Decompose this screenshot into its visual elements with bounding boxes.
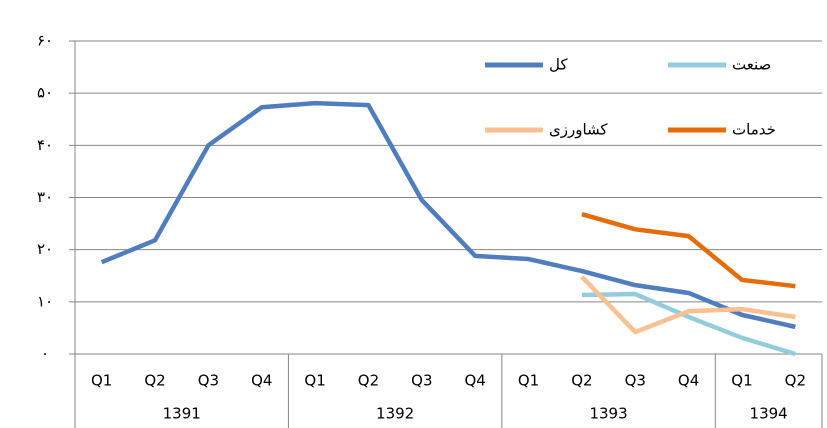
y-tick-label: ۴۰ xyxy=(37,136,53,154)
series-line xyxy=(100,100,796,330)
x-tick-label: Q1 xyxy=(518,372,539,390)
y-tick-label: ۶۰ xyxy=(37,32,53,50)
y-tick-label: ۳۰ xyxy=(37,188,53,206)
x-tick-label: Q4 xyxy=(678,372,699,390)
x-tick-label: Q3 xyxy=(411,372,432,390)
x-group-label: 1392 xyxy=(376,405,414,423)
x-group-label: 1394 xyxy=(750,405,788,423)
legend-label: کل xyxy=(549,56,568,74)
series-line xyxy=(581,212,796,289)
legend-label: صنعت xyxy=(732,56,771,74)
y-tick-label: ۲۰ xyxy=(37,240,53,258)
x-tick-label: Q2 xyxy=(358,372,379,390)
x-tick-label: Q4 xyxy=(464,372,485,390)
x-group-label: 1393 xyxy=(589,405,627,423)
x-tick-label: Q2 xyxy=(144,372,165,390)
y-tick-label: ۱۰ xyxy=(37,292,53,310)
x-tick-label: Q4 xyxy=(251,372,272,390)
y-tick-label: ۰ xyxy=(41,345,49,363)
x-tick-label: Q3 xyxy=(625,372,646,390)
x-tick-label: Q1 xyxy=(91,372,112,390)
y-tick-label: ۵۰ xyxy=(37,84,53,102)
series-line xyxy=(581,291,796,357)
x-tick-label: Q3 xyxy=(198,372,219,390)
series-line xyxy=(580,275,796,335)
legend-label: کشاورزی xyxy=(549,121,608,139)
legend-label: خدمات xyxy=(732,121,776,139)
x-tick-label: Q1 xyxy=(731,372,752,390)
x-tick-label: Q2 xyxy=(571,372,592,390)
x-group-label: 1391 xyxy=(163,405,201,423)
x-tick-label: Q2 xyxy=(785,372,806,390)
x-tick-label: Q1 xyxy=(304,372,325,390)
